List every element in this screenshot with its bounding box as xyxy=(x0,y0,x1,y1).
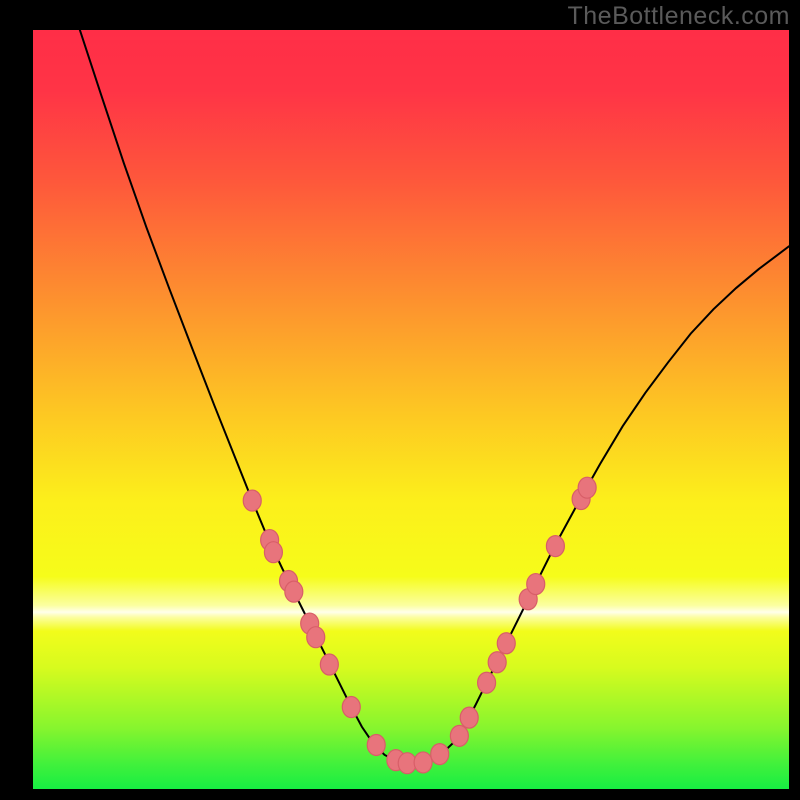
data-marker xyxy=(460,707,478,728)
data-marker xyxy=(264,542,282,563)
chart-frame xyxy=(0,0,800,800)
data-marker xyxy=(307,627,325,648)
gradient-background xyxy=(33,30,789,789)
data-marker xyxy=(527,574,545,595)
data-marker xyxy=(367,734,385,755)
data-marker xyxy=(578,477,596,498)
data-marker xyxy=(342,697,360,718)
watermark-text: TheBottleneck.com xyxy=(568,2,791,31)
chart-svg xyxy=(33,30,789,789)
data-marker xyxy=(243,490,261,511)
data-marker xyxy=(488,652,506,673)
data-marker xyxy=(320,654,338,675)
data-marker xyxy=(414,752,432,773)
data-marker xyxy=(546,536,564,557)
plot-area xyxy=(33,30,789,789)
data-marker xyxy=(478,672,496,693)
data-marker xyxy=(285,581,303,602)
data-marker xyxy=(497,633,515,654)
data-marker xyxy=(431,744,449,765)
data-marker xyxy=(450,725,468,746)
